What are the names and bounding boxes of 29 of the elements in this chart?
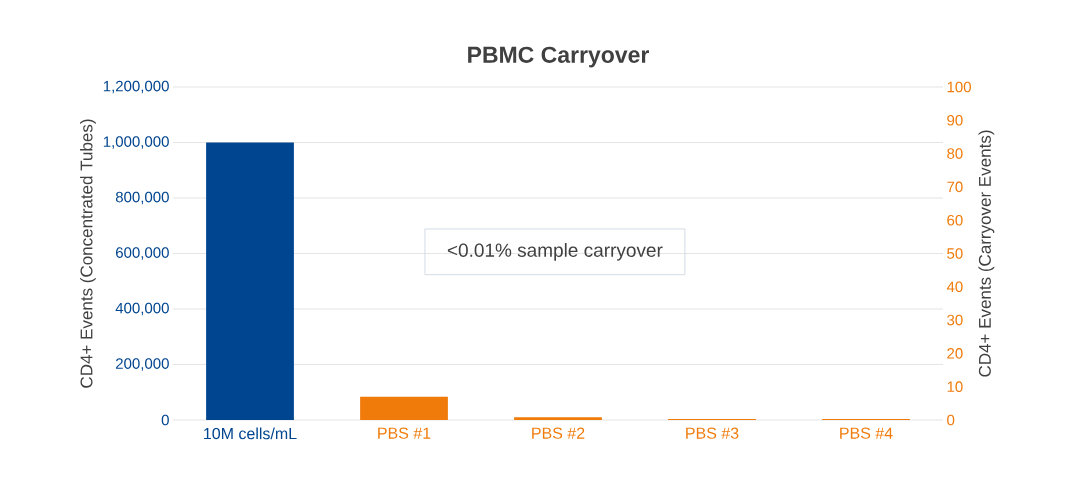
y2-tick-label: 100 [947,81,971,93]
y-tick-label: 200,000 [116,358,169,371]
y-tick-label: 800,000 [115,191,169,205]
y2-tick-label: 40 [946,281,963,293]
y-axis-title: CD4+ Events (Concentrated Tubes) [80,119,96,388]
x-tick-label: PBS #2 [532,427,585,439]
y2-tick-label: 60 [947,214,963,226]
x-tick-label: 10M cells/mL [204,427,297,440]
y2-tick-label: 90 [947,114,963,126]
y-tick-label: 1,200,000 [103,80,169,94]
y2-tick-label: 30 [947,314,963,326]
y2-tick-label: 20 [947,348,963,359]
y-tick-label: 0 [161,414,169,426]
y2-tick-label: 0 [947,414,955,426]
y-tick-label: 400,000 [115,302,169,316]
y-tick-label: 1,000,000 [103,136,169,149]
chart-title: PBMC Carryover [468,46,649,68]
y2-axis-title: CD4+ Events (Carryover Events) [978,130,995,377]
x-tick-label: PBS #1 [378,427,431,439]
y2-tick-label: 80 [947,148,963,159]
bar [514,417,602,420]
x-tick-label: PBS #3 [686,427,739,439]
y2-tick-label: 70 [947,181,963,193]
y2-tick-label: 50 [947,248,963,259]
y-tick-label: 600,000 [116,247,169,260]
y2-tick-label: 10 [947,381,963,392]
annotation: <0.01% sample carryover [447,242,663,261]
x-tick-label: PBS #4 [840,427,893,439]
bar [360,396,448,420]
